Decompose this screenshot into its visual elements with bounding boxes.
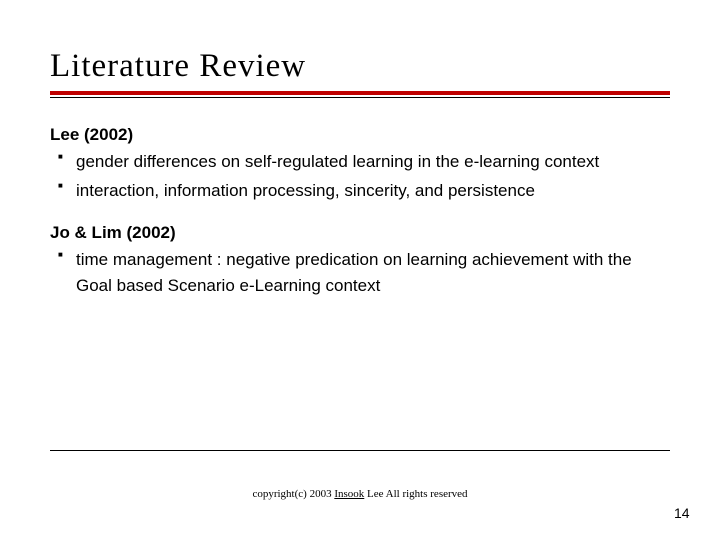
- bottom-rule: [50, 450, 670, 451]
- list-item: interaction, information processing, sin…: [50, 178, 670, 204]
- title-underline-thick: [50, 91, 670, 95]
- footer-prefix: copyright(c) 2003: [252, 488, 334, 500]
- page-number: 14: [674, 505, 690, 521]
- section-heading-lee: Lee (2002): [50, 125, 670, 145]
- slide: Literature Review Lee (2002) gender diff…: [0, 0, 720, 540]
- footer-suffix: Lee All rights reserved: [364, 488, 467, 500]
- slide-title: Literature Review: [50, 48, 670, 85]
- content-area: Lee (2002) gender differences on self-re…: [50, 101, 670, 299]
- title-underline-thin-right: [360, 97, 670, 98]
- footer-copyright: copyright(c) 2003 Insook Lee All rights …: [0, 488, 720, 500]
- list-item: time management : negative predication o…: [50, 247, 670, 300]
- title-underline: [50, 91, 670, 101]
- bullet-list-jolim: time management : negative predication o…: [50, 247, 670, 300]
- title-block: Literature Review: [50, 0, 670, 101]
- footer-underlined: Insook: [334, 488, 364, 500]
- bullet-list-lee: gender differences on self-regulated lea…: [50, 149, 670, 205]
- section-heading-jolim: Jo & Lim (2002): [50, 223, 670, 243]
- list-item: gender differences on self-regulated lea…: [50, 149, 670, 175]
- title-underline-thin-left: [50, 97, 360, 98]
